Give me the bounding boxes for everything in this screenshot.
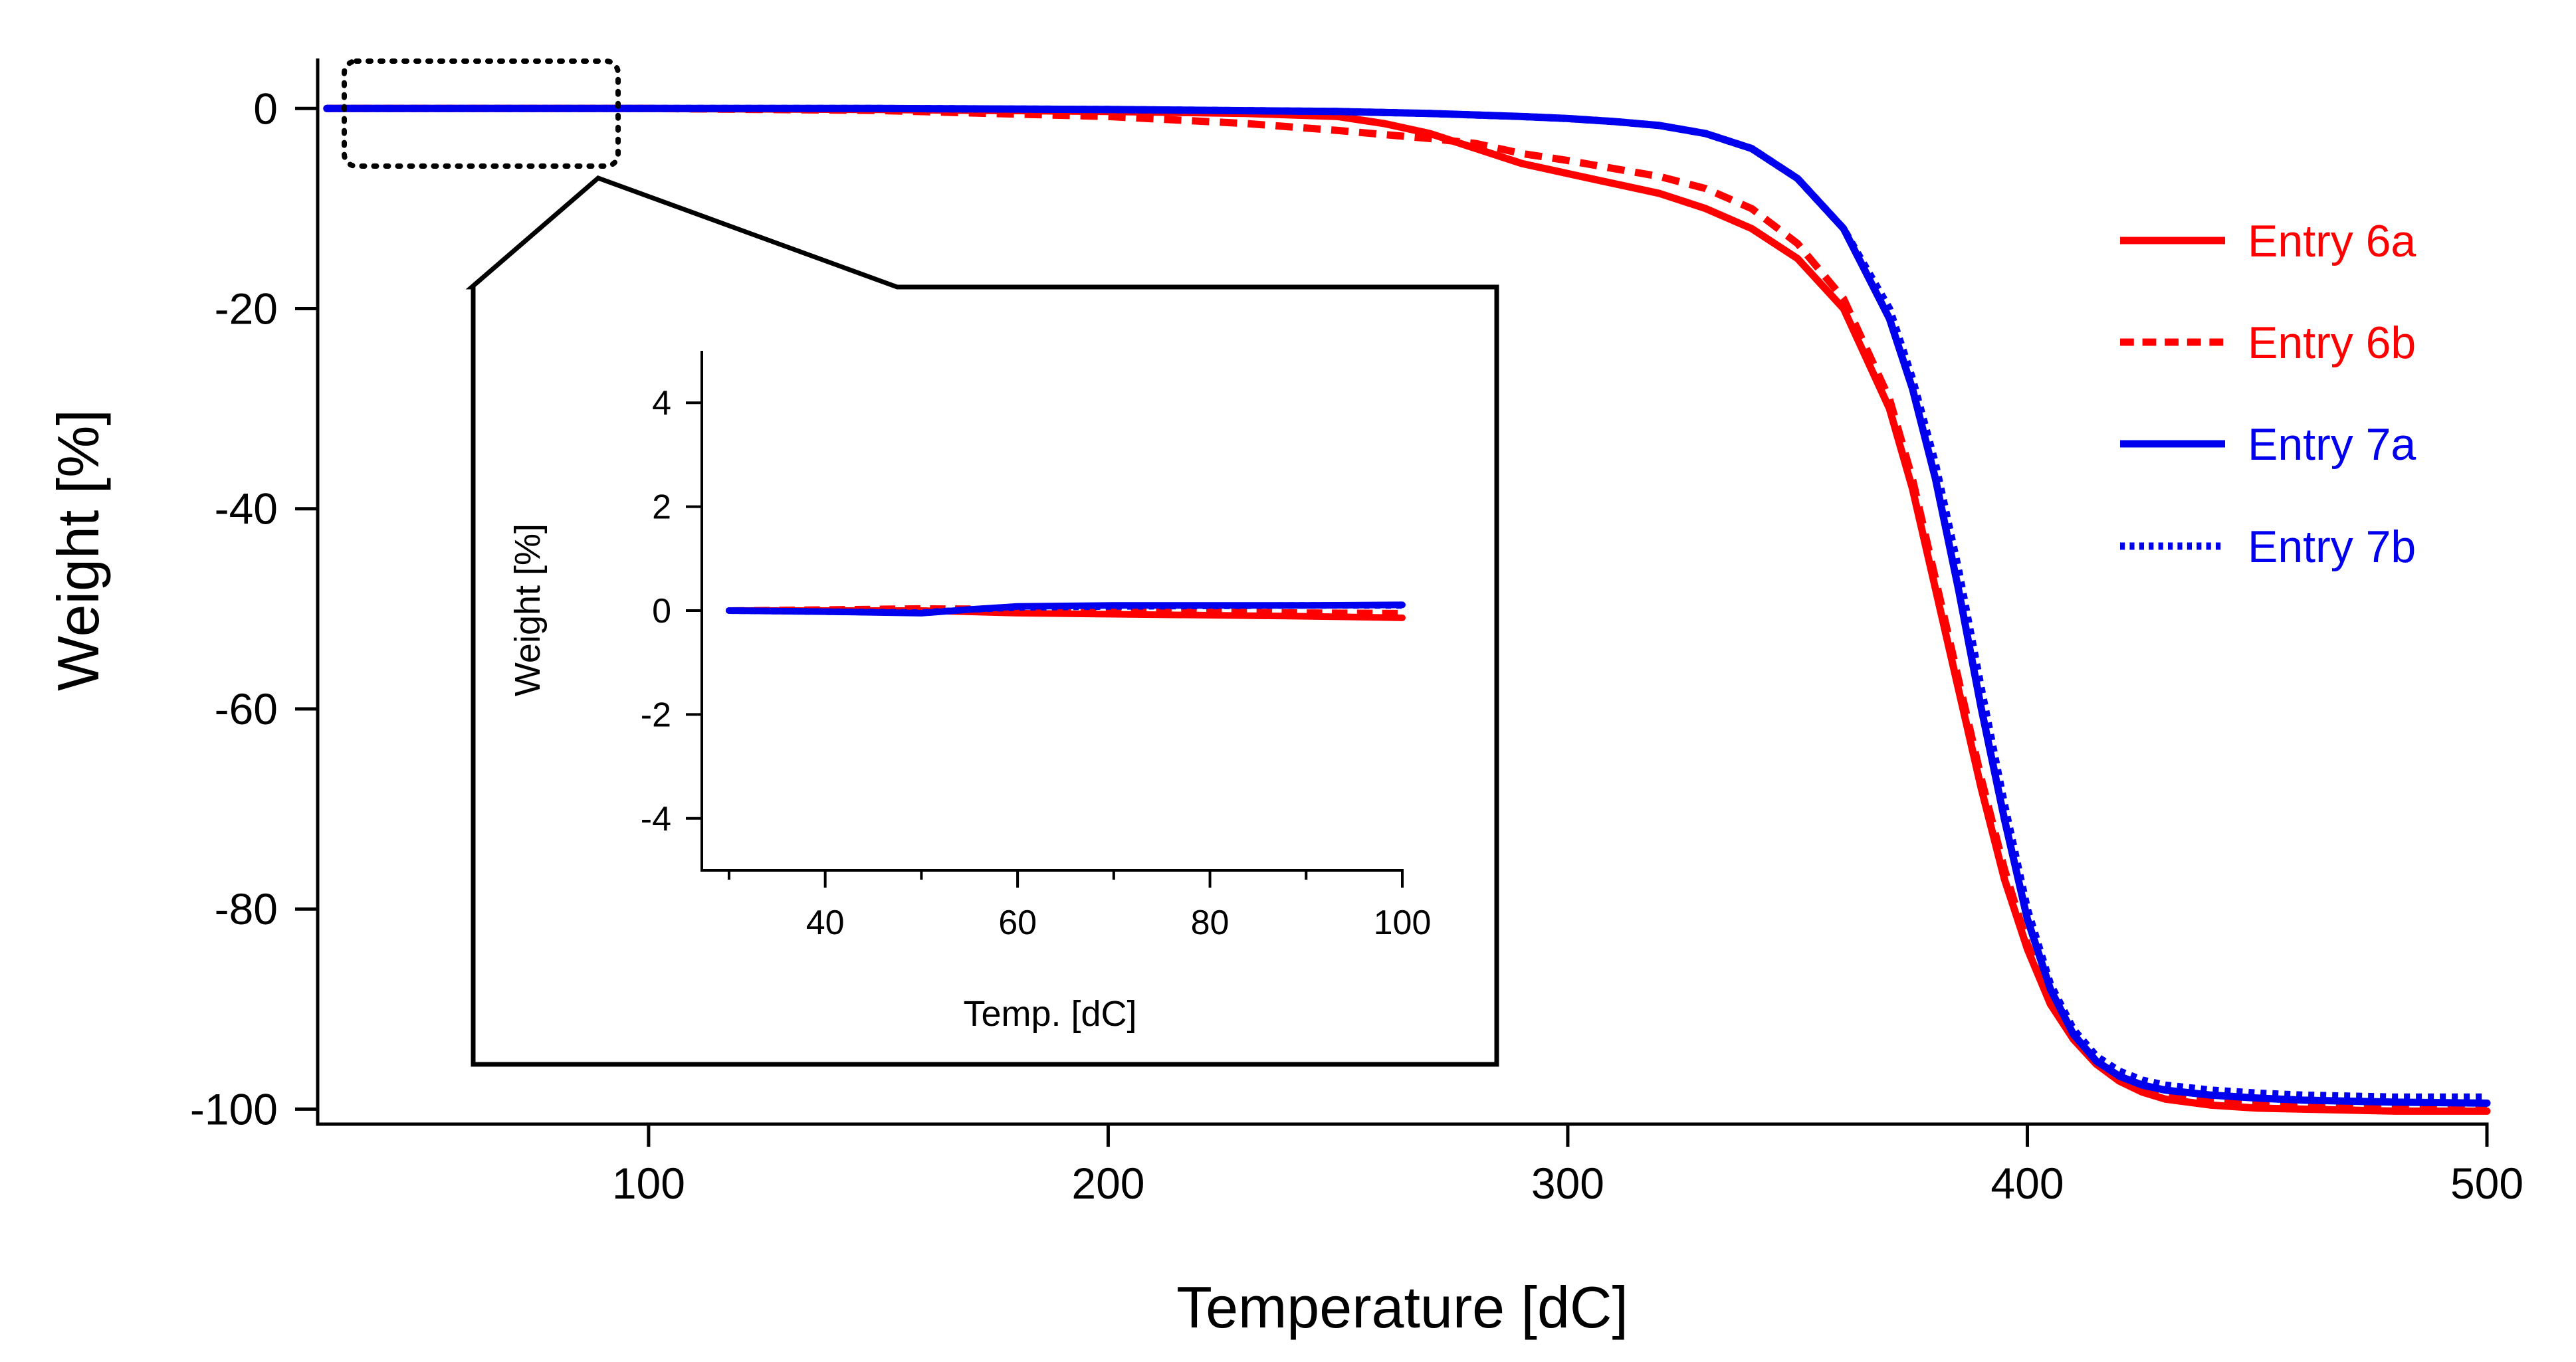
inset-x-ticks: 40 60 80 100 [727, 870, 1432, 942]
legend-label: Entry 7b [2248, 522, 2416, 572]
series-line-entry-6b [326, 104, 2487, 1110]
inset-y-tick-label: -4 [641, 800, 671, 838]
inset-plot: 40 60 80 100 4 2 0 -2 -4 Temp. [dC] Weight [%] [508, 351, 1431, 1034]
inset-y-axis-title: Weight [%] [508, 524, 548, 696]
y-tick-label: -80 [215, 884, 278, 933]
x-axis-title: Temperature [dC] [1176, 1274, 1628, 1340]
legend-label: Entry 6b [2248, 318, 2416, 368]
inset-x-axis-title: Temp. [dC] [963, 994, 1136, 1034]
legend: Entry 6a Entry 6b Entry 7a Entry 7b [2120, 216, 2416, 572]
y-tick-label: -100 [190, 1084, 278, 1133]
x-tick-label: 100 [612, 1159, 685, 1208]
y-tick-label: 0 [253, 84, 278, 133]
main-series-group [323, 104, 2491, 1115]
inset-y-tick-label: 0 [652, 592, 671, 631]
x-tick-label: 300 [1531, 1159, 1604, 1208]
y-tick-label: -40 [215, 484, 278, 534]
inset-callout [465, 175, 1499, 1067]
legend-label: Entry 6a [2248, 216, 2416, 266]
x-tick-label: 500 [2450, 1159, 2523, 1208]
y-tick-label: -60 [215, 684, 278, 733]
series-line-entry-7b [326, 104, 2487, 1101]
y-tick-label: -20 [215, 284, 278, 334]
inset-y-tick-label: -2 [641, 696, 671, 734]
legend-label: Entry 7a [2248, 419, 2416, 470]
zoom-region-box [342, 58, 621, 169]
inset-x-tick-label: 40 [806, 904, 845, 942]
inset-y-ticks: 4 2 0 -2 -4 [641, 384, 702, 838]
main-plot: 100 200 300 400 500 0-20-40-60-80-100 Temper… [45, 58, 2523, 1340]
x-tick-label: 200 [1071, 1159, 1144, 1208]
y-axis-title: Weight [%] [45, 409, 111, 691]
inset-series-line-entry-7a [725, 601, 1406, 617]
main-y-ticks: 0 -20 -40 -60 -80 -100 [190, 84, 318, 1133]
inset-y-tick-label: 2 [652, 488, 671, 527]
inset-x-tick-label: 80 [1191, 904, 1230, 942]
inset-series-group [725, 601, 1406, 621]
inset-x-tick-label: 60 [998, 904, 1037, 942]
x-tick-label: 400 [1990, 1159, 2064, 1208]
inset-y-tick-label: 4 [652, 384, 671, 423]
inset-x-tick-label: 100 [1374, 904, 1432, 942]
main-x-ticks: 100 200 300 400 500 [612, 1124, 2523, 1208]
